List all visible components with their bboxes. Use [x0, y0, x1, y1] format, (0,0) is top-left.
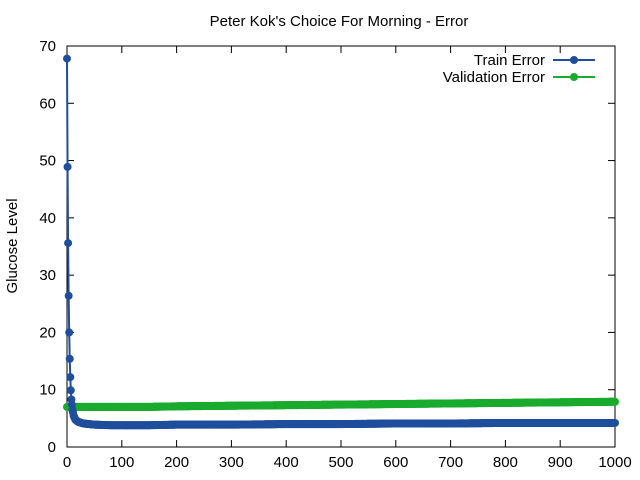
series-layer — [63, 54, 619, 430]
x-tick-label: 300 — [219, 454, 244, 471]
data-point — [66, 386, 75, 395]
data-point — [64, 239, 73, 248]
y-tick-label: 50 — [39, 153, 56, 170]
data-point — [66, 373, 75, 382]
x-tick-label: 800 — [493, 454, 518, 471]
x-tick-label: 500 — [328, 454, 353, 471]
x-tick-label: 1000 — [598, 454, 631, 471]
x-tick-label: 100 — [109, 454, 134, 471]
legend-swatch-marker — [570, 73, 578, 81]
y-tick-label: 20 — [39, 324, 56, 341]
chart-title: Peter Kok's Choice For Morning - Error — [210, 13, 469, 30]
x-tick-label: 0 — [63, 454, 71, 471]
data-point — [611, 397, 619, 406]
data-point — [63, 162, 72, 171]
legend-item: Train Error — [474, 52, 595, 69]
legend-label: Train Error — [474, 52, 545, 69]
y-tick-label: 10 — [39, 382, 56, 399]
y-tick-label: 30 — [39, 267, 56, 284]
y-tick-label: 0 — [48, 439, 56, 456]
data-point — [65, 354, 74, 363]
legend-label: Validation Error — [443, 69, 545, 86]
legend-swatch-marker — [570, 56, 578, 64]
x-tick-label: 200 — [164, 454, 189, 471]
axis-ticks: 0 100 200 300 400 500 600 700 800 900 1000 0 10 20 30 4… — [39, 38, 631, 471]
plot-frame — [66, 45, 616, 448]
data-point — [63, 54, 71, 63]
series-validation-error — [63, 397, 619, 411]
y-tick-label: 70 — [39, 38, 56, 55]
y-tick-label: 40 — [39, 210, 56, 227]
legend-item: Validation Error — [443, 69, 595, 86]
series-train-error — [63, 54, 619, 430]
x-tick-label: 400 — [274, 454, 299, 471]
y-tick-label: 60 — [39, 95, 56, 112]
x-tick-label: 900 — [548, 454, 573, 471]
y-axis-label: Glucose Level — [4, 198, 21, 293]
series-line — [66, 58, 615, 427]
x-tick-label: 600 — [383, 454, 408, 471]
data-point — [64, 291, 73, 300]
data-point — [65, 328, 74, 337]
data-point — [611, 418, 619, 427]
x-tick-label: 700 — [438, 454, 463, 471]
